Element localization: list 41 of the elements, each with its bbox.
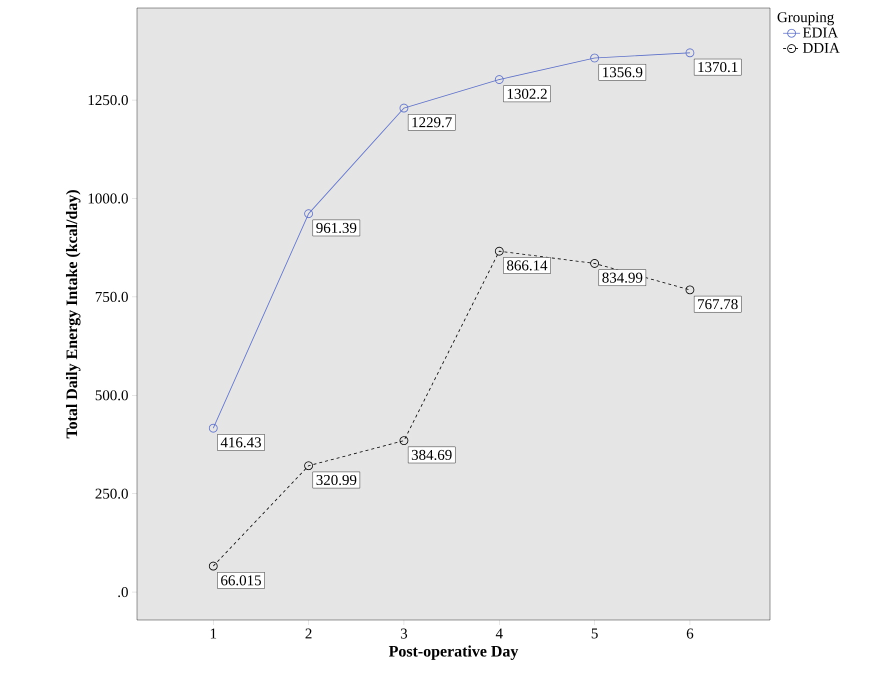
data-label: 320.99	[316, 474, 356, 486]
data-label: 834.99	[602, 272, 642, 283]
legend-label: DDIA	[802, 42, 840, 53]
point	[208, 424, 218, 433]
y-tick-label: 250.0	[96, 488, 128, 499]
point	[686, 48, 694, 58]
data-label: 66.015	[221, 575, 261, 586]
point	[400, 104, 408, 112]
x-tick-label: 6	[686, 628, 694, 639]
point	[590, 259, 599, 268]
legend-label: EDIA	[802, 28, 838, 38]
y-tick-label: 500.0	[96, 390, 128, 400]
x-tick-label: 3	[400, 628, 408, 639]
y-tick-label: 750.0	[96, 292, 128, 302]
point	[686, 285, 694, 294]
point	[400, 436, 408, 446]
data-label: 416.43	[220, 437, 261, 448]
y-axis-title: Total Daily Energy Intake (kcal/day)	[66, 190, 81, 438]
y-tick-label: .0	[118, 586, 128, 598]
data-label: 384.69	[412, 450, 452, 460]
x-tick-label: 1	[210, 628, 216, 638]
point	[494, 75, 504, 84]
data-label: 866.14	[507, 260, 548, 271]
y-tick-label: 1000.0	[88, 193, 128, 204]
point	[304, 209, 313, 218]
y-tick-label: 1250.0	[88, 95, 128, 106]
point	[590, 54, 599, 62]
point	[304, 461, 313, 470]
x-tick-label: 2	[306, 628, 312, 638]
data-label: 767.78	[698, 299, 738, 310]
data-label: 961.39	[316, 222, 356, 233]
data-label: 1370.1	[698, 62, 738, 72]
point	[208, 562, 218, 570]
x-tick-label: 5	[592, 628, 598, 638]
x-tick-label: 4	[496, 628, 503, 638]
data-label: 1356.9	[603, 67, 642, 78]
point	[494, 246, 504, 256]
x-axis-title: Post-operative Day	[388, 645, 518, 660]
legend-title: Grouping	[778, 12, 834, 26]
data-label: 1229.7	[412, 117, 452, 128]
data-label: 1302.2	[508, 88, 547, 99]
